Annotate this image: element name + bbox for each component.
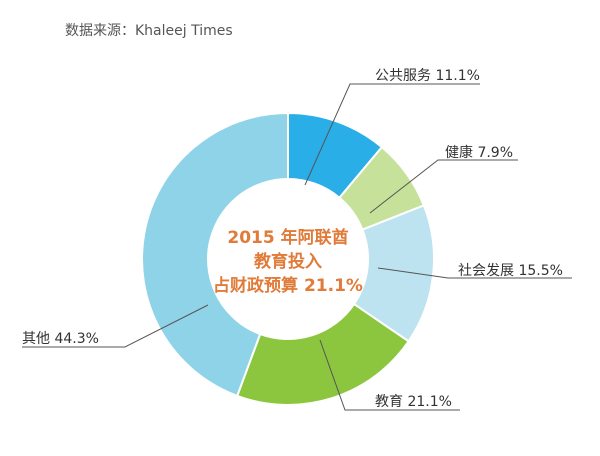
center-title-line-2: 教育投入 xyxy=(253,251,322,272)
leader-line-4 xyxy=(319,339,460,411)
slice-label-2: 健康 7.9% xyxy=(445,144,513,161)
leader-line-2 xyxy=(369,159,518,214)
label-leader-lines xyxy=(22,83,572,411)
slice-5 xyxy=(141,111,289,398)
center-title-line-3: 占财政预算 21.1% xyxy=(213,275,363,296)
slice-4 xyxy=(235,302,410,406)
slice-label-5: 其他 44.3% xyxy=(22,331,99,347)
slice-label-3: 社会发展 15.5% xyxy=(458,263,563,279)
leader-line-1 xyxy=(304,83,480,186)
slice-labels: 公共服务 11.1% 健康 7.9% 社会发展 15.5% 教育 21.1% 其他 44… xyxy=(22,68,563,410)
source-caption: 数据来源：Khaleej Times xyxy=(65,23,233,39)
center-title-line-1: 2015 年阿联酋 xyxy=(227,227,348,248)
leader-line-3 xyxy=(377,267,572,279)
donut-slices xyxy=(141,111,435,406)
leader-line-5 xyxy=(22,304,209,348)
slice-label-1: 公共服务 11.1% xyxy=(375,68,480,84)
slice-label-4: 教育 21.1% xyxy=(375,394,452,410)
